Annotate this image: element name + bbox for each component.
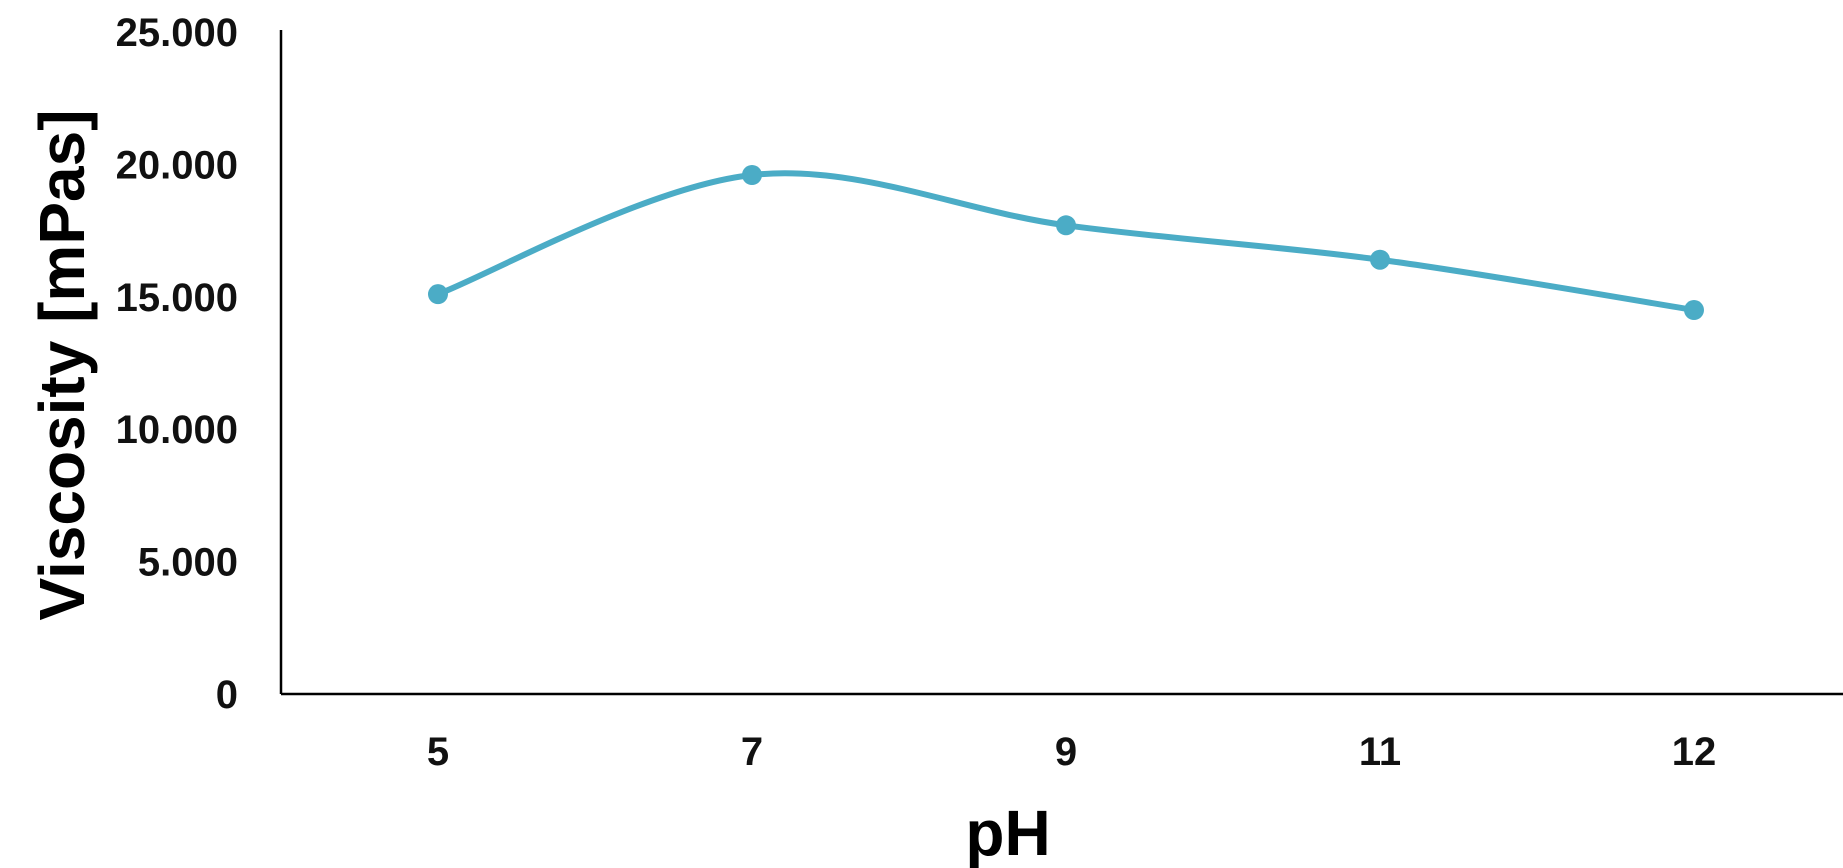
y-axis-ticks: 0 5.000 10.000 15.000 20.000 25.000	[116, 11, 238, 717]
x-axis-ticks: 5 7 9 11 12	[427, 730, 1716, 774]
y-tick-label: 25.000	[116, 11, 238, 55]
data-point	[1370, 249, 1390, 270]
y-tick-label: 10.000	[116, 408, 238, 452]
x-tick-label: 5	[427, 730, 449, 774]
y-tick-label: 20.000	[116, 143, 238, 187]
y-tick-label: 15.000	[116, 276, 238, 320]
data-point	[428, 284, 448, 305]
x-tick-label: 9	[1055, 730, 1077, 774]
series-line	[435, 170, 1697, 314]
data-point	[1056, 215, 1076, 236]
x-tick-label: 11	[1359, 730, 1401, 774]
y-tick-label: 5.000	[138, 541, 238, 585]
data-point	[742, 164, 762, 185]
x-tick-label: 7	[741, 730, 763, 774]
y-tick-label: 0	[216, 673, 238, 717]
series-layer	[428, 164, 1704, 321]
x-axis-title: pH	[965, 797, 1050, 868]
x-tick-label: 12	[1672, 730, 1717, 774]
data-point	[1684, 300, 1704, 321]
y-axis-title: Viscosity [mPas]	[26, 109, 98, 620]
